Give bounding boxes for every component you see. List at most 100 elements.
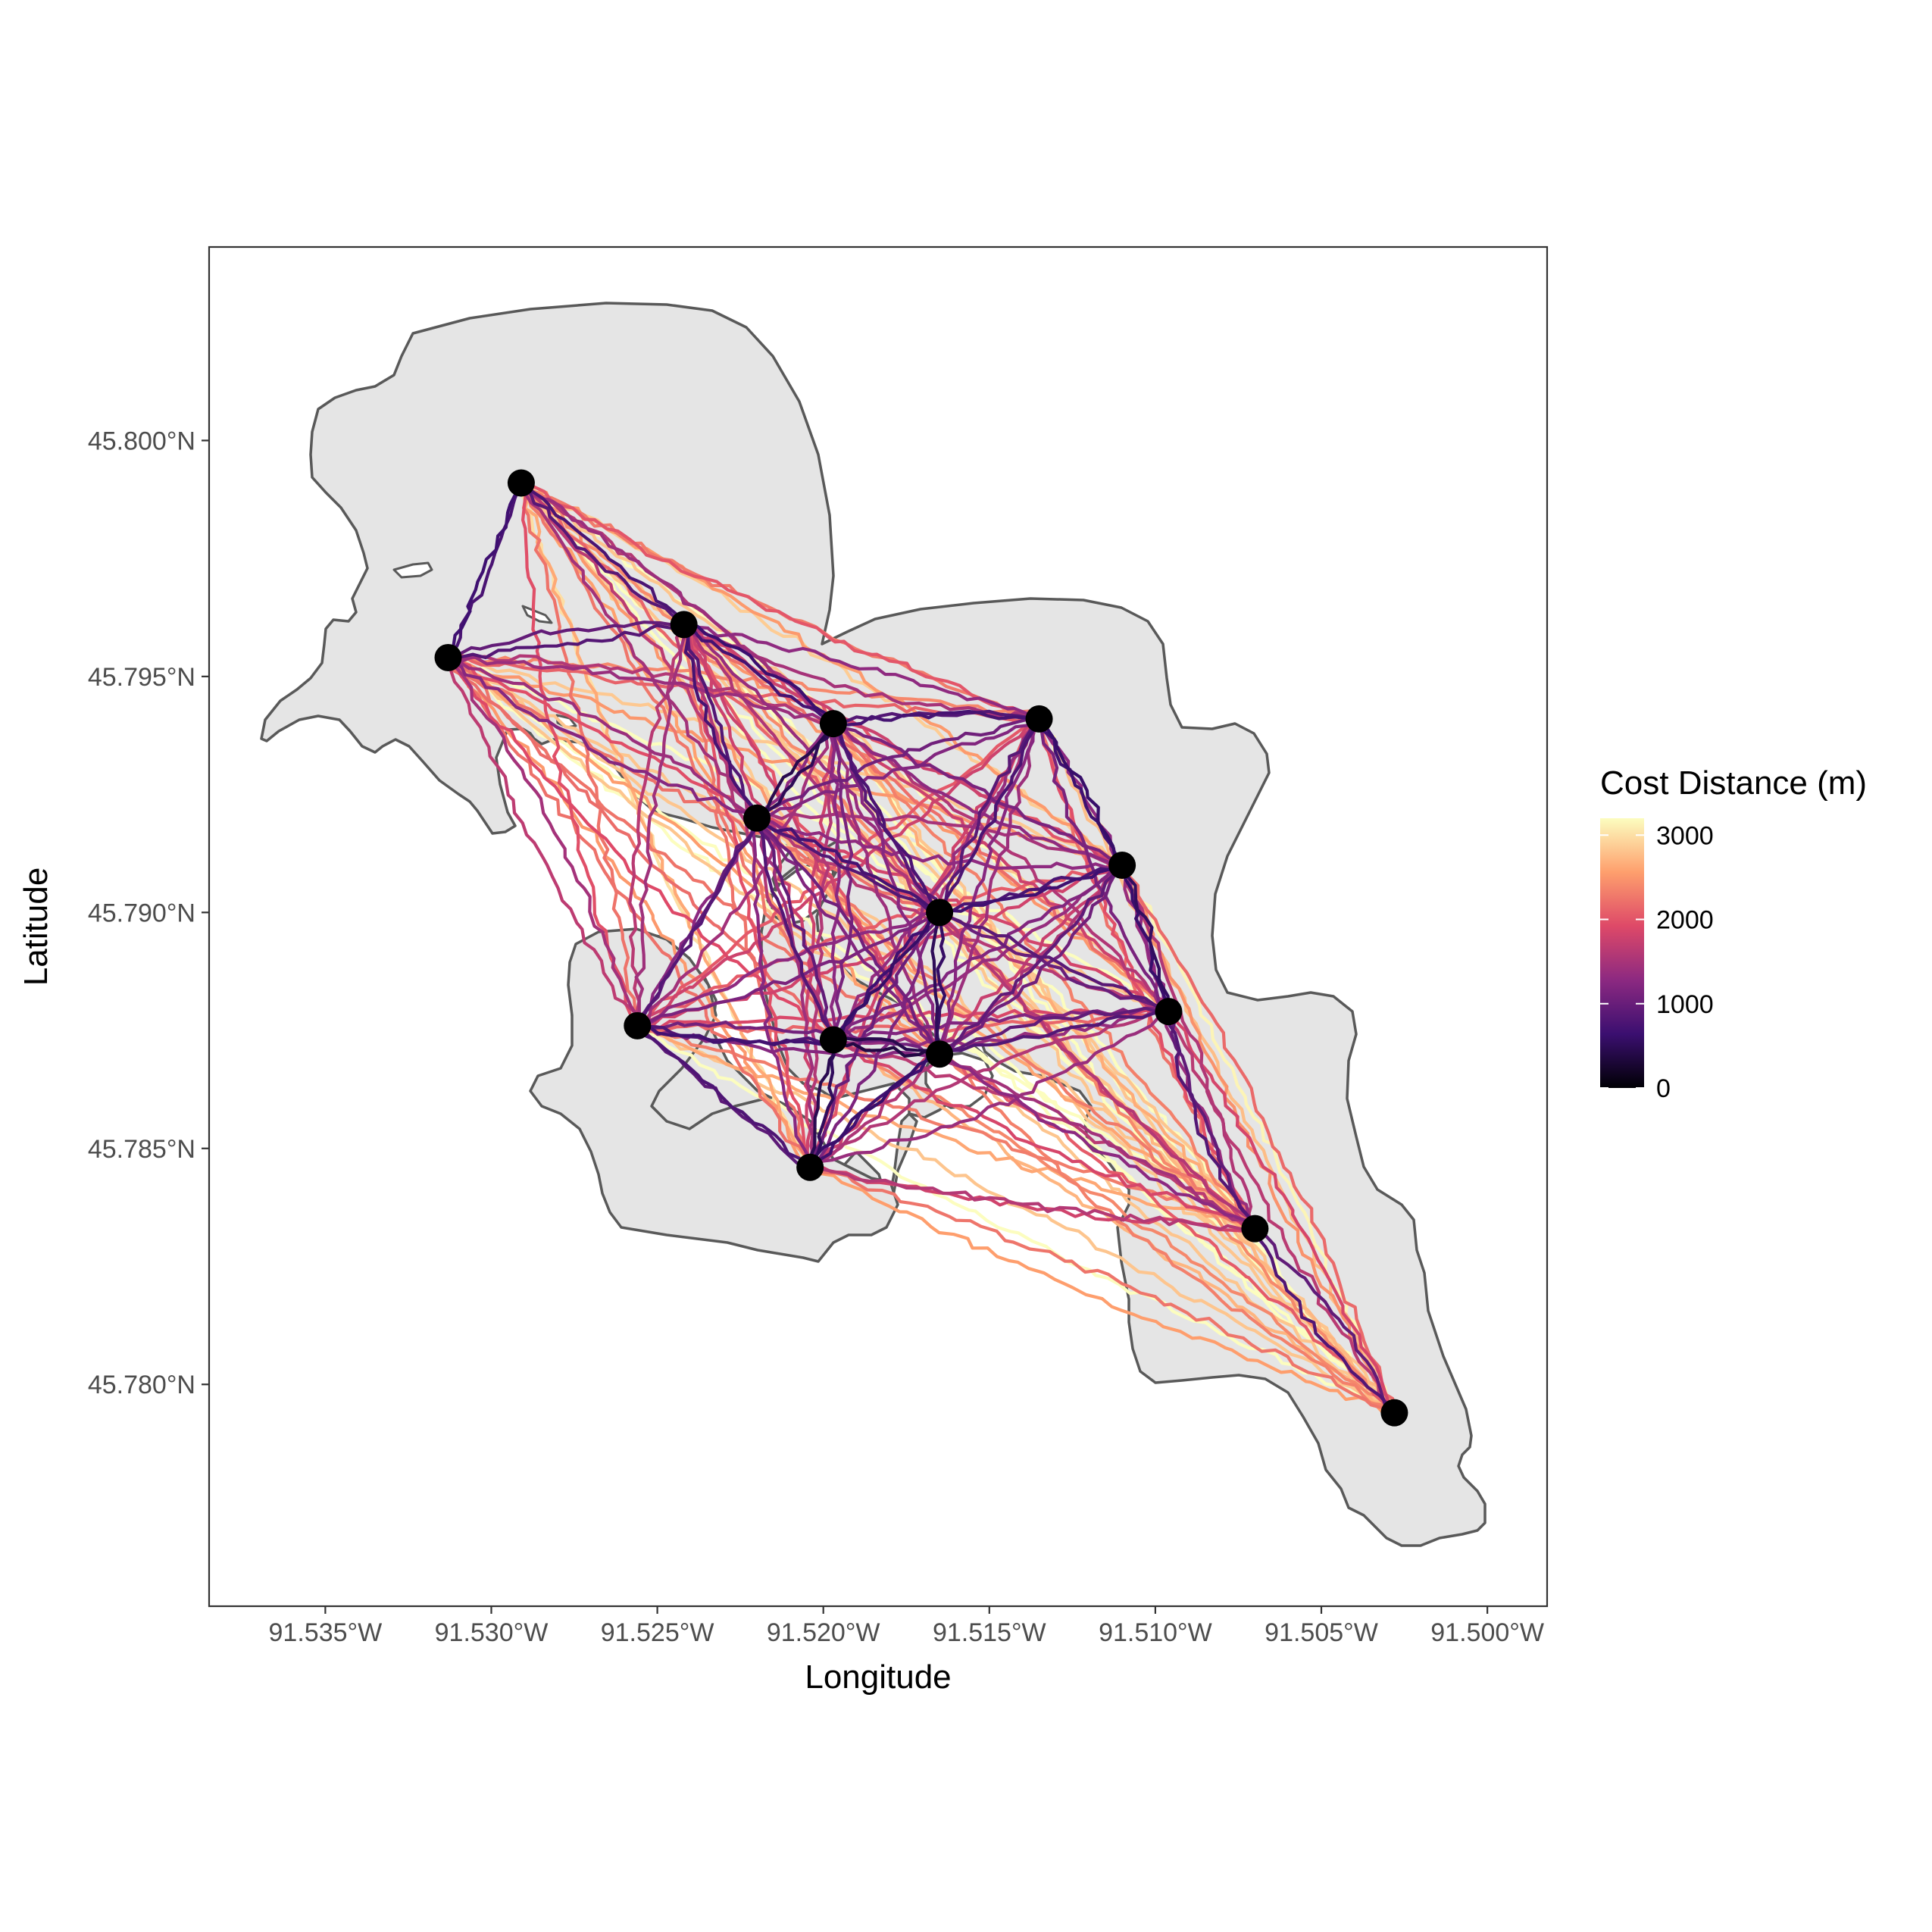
cost-path <box>446 481 523 659</box>
cost-path <box>755 816 942 1056</box>
cost-path <box>808 1010 1171 1169</box>
cost-path <box>636 1021 942 1057</box>
cost-path <box>682 623 1041 721</box>
x-tick-label: 91.520°W <box>767 1618 880 1647</box>
cost-path <box>682 623 1171 1014</box>
cost-path <box>446 623 686 660</box>
cost-path <box>831 722 1257 1230</box>
cost-path <box>636 911 942 1027</box>
x-tick-label: 91.525°W <box>601 1618 714 1647</box>
site-point <box>1155 998 1183 1026</box>
y-axis: 45.780°N 45.785°N 45.790°N 45.795°N 45.800°N <box>88 427 209 1399</box>
site-point <box>1380 1399 1408 1427</box>
cost-path <box>938 863 1124 1056</box>
cost-path <box>831 722 1124 868</box>
cost-path <box>519 481 639 1027</box>
cost-path <box>755 816 942 1056</box>
cost-path <box>682 623 759 820</box>
cost-path <box>831 1038 942 1058</box>
site-point <box>1108 852 1136 880</box>
x-tick-label: 91.500°W <box>1430 1618 1544 1647</box>
cost-path <box>930 911 942 1056</box>
cost-path <box>682 623 942 914</box>
cost-path <box>1167 1010 1396 1415</box>
cost-path <box>938 863 1124 1056</box>
cost-path <box>446 655 639 1027</box>
site-point <box>670 611 698 639</box>
cost-path <box>636 911 942 1027</box>
cost-path <box>446 621 686 659</box>
site-point <box>1025 705 1053 733</box>
cost-path <box>831 709 1041 727</box>
legend-title: Cost Distance (m) <box>1600 764 1867 802</box>
cost-path <box>1253 1227 1396 1415</box>
cost-path <box>446 654 835 726</box>
cost-path <box>831 722 1124 868</box>
cost-path <box>1121 863 1171 1014</box>
cost-path <box>938 911 1171 1014</box>
cost-path <box>1121 863 1396 1415</box>
cost-path <box>808 911 942 1169</box>
x-axis: 91.535°W 91.530°W 91.525°W 91.520°W 91.515°W… <box>269 1606 1544 1647</box>
cost-path <box>519 481 835 1042</box>
cost-path <box>938 1052 1257 1230</box>
cost-path <box>755 816 835 1042</box>
cost-path <box>446 655 835 1042</box>
cost-path <box>755 816 942 914</box>
cost-path <box>755 717 1041 820</box>
cost-path <box>682 623 942 914</box>
cost-path <box>682 623 812 1169</box>
legend-label: 1000 <box>1656 990 1714 1019</box>
cost-path <box>938 717 1041 914</box>
legend-ticks: 0 1000 2000 3000 <box>1600 821 1714 1103</box>
plot-panel <box>208 245 1549 1608</box>
cost-path <box>938 863 1124 914</box>
cost-path <box>808 1165 1257 1232</box>
cost-path <box>636 1024 835 1047</box>
cost-path <box>634 623 686 1027</box>
y-tick-label: 45.800°N <box>88 427 195 455</box>
cost-path <box>828 722 842 1042</box>
cost-path <box>1167 1010 1396 1415</box>
cost-path <box>808 1052 942 1169</box>
cost-path <box>831 722 854 1042</box>
cost-path <box>1037 717 1257 1230</box>
site-point <box>819 1026 847 1054</box>
y-axis-title: Latitude <box>17 868 55 986</box>
cost-path <box>682 623 835 726</box>
cost-path <box>636 717 1041 1027</box>
legend-label: 2000 <box>1656 906 1714 935</box>
cost-path <box>636 722 835 1027</box>
legend: Cost Distance (m) 0 1000 2000 3000 <box>1600 764 1867 1103</box>
cost-path <box>831 1038 1257 1230</box>
cost-path <box>755 816 942 914</box>
site-point <box>926 1040 954 1068</box>
site-points <box>434 469 1408 1427</box>
cost-path <box>1121 863 1257 1230</box>
site-point <box>926 899 954 927</box>
site-point <box>624 1011 652 1039</box>
cost-path <box>755 816 1124 871</box>
x-tick-label: 91.535°W <box>269 1618 383 1647</box>
x-axis-title: Longitude <box>805 1658 951 1696</box>
cost-path <box>446 655 759 820</box>
cost-path <box>831 863 1124 1042</box>
cost-path <box>938 717 1041 1056</box>
cost-path <box>938 1052 1396 1415</box>
cost-path <box>831 722 1396 1415</box>
legend-label: 0 <box>1656 1074 1671 1103</box>
cost-path <box>938 1006 1171 1056</box>
cost-path <box>831 1038 1257 1230</box>
cost-path <box>755 816 835 1042</box>
site-point <box>1241 1215 1269 1243</box>
cost-path <box>519 481 686 627</box>
cost-path <box>519 481 686 627</box>
cost-path <box>752 816 812 1169</box>
cost-path <box>1253 1227 1396 1415</box>
cost-path <box>831 722 942 914</box>
cost-path <box>938 717 1041 1056</box>
y-tick-label: 45.780°N <box>88 1371 195 1399</box>
cost-path <box>446 655 942 914</box>
cost-path <box>808 1038 835 1169</box>
legend-colorbar <box>1600 818 1644 1088</box>
